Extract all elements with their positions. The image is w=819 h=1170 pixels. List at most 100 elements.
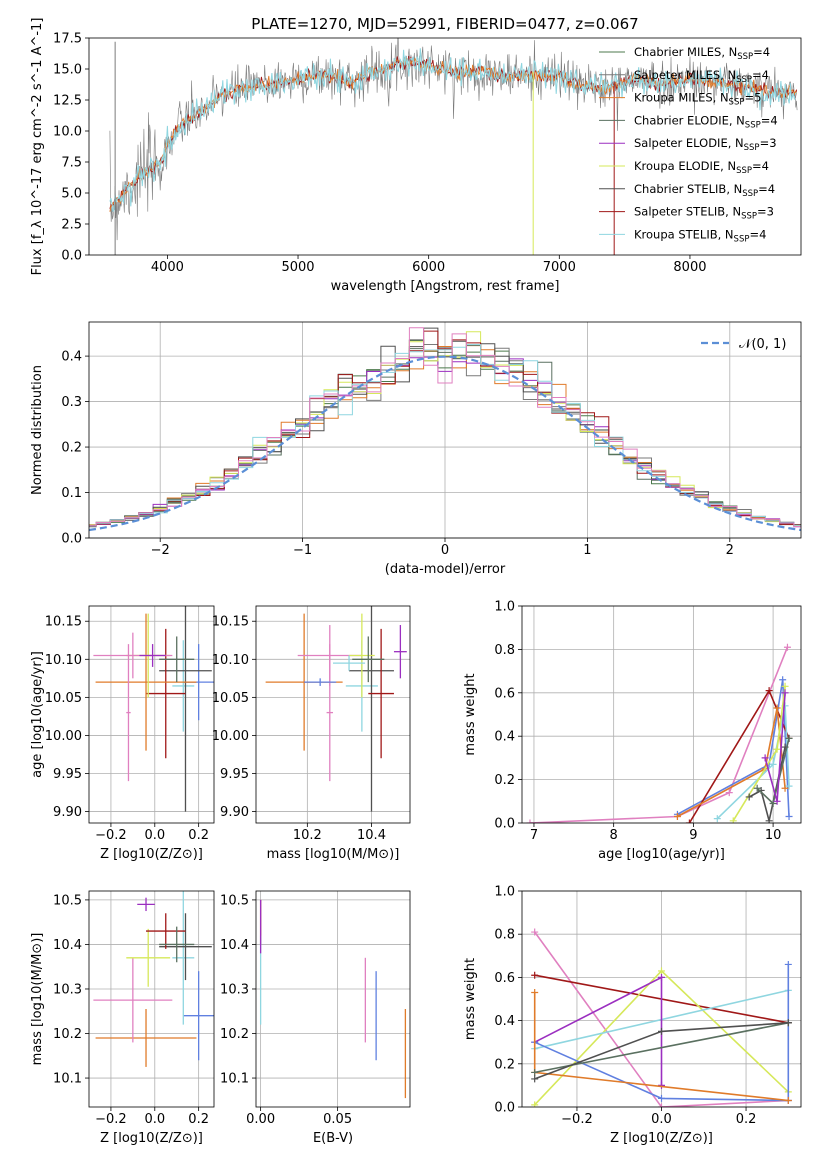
y-tick-label: 0.2 xyxy=(61,441,82,456)
y-axis-label: age [log10(age/yr)] xyxy=(30,651,45,778)
x-tick-label: 0.0 xyxy=(144,828,165,843)
y-tick-label: 5.0 xyxy=(61,187,82,202)
x-tick-label: 7000 xyxy=(543,260,576,275)
y-tick-label: 10.15 xyxy=(45,615,82,630)
y-tick-label: 10.1 xyxy=(220,1072,249,1087)
error-bar-point xyxy=(95,1009,197,1067)
error-bar-point xyxy=(139,644,166,667)
y-axis-label: Flux [f_λ 10^-17 erg cm^-2 s^-1 A^-1] xyxy=(30,18,45,276)
legend-label: 𝒩(0, 1) xyxy=(739,337,786,352)
ticks: −0.2 0.0 0.2 9.90 9.95 10.00 10.05 10.10 10.15 xyxy=(45,615,209,843)
x-tick-label: 10 xyxy=(765,828,782,843)
y-tick-label: 10.4 xyxy=(53,938,82,953)
mass-weight-marker xyxy=(658,1103,665,1107)
error-bar-point xyxy=(349,613,375,698)
mass-weight-marker xyxy=(783,643,791,651)
panel-massweight_vs_age: 7 8 9 10 0.0 0.2 0.4 0.6 0.8 1.0 age [log10(age/yr… xyxy=(463,600,802,862)
mass-weight-marker xyxy=(765,817,773,823)
legend-label: Chabrier STELIB, NSSP=4 xyxy=(634,182,775,199)
x-tick-label: 0.2 xyxy=(188,1112,209,1127)
y-tick-label: 10.10 xyxy=(45,653,82,668)
x-axis-label: Z [log10(Z/Z⊙)] xyxy=(100,847,203,862)
y-tick-label: 10.4 xyxy=(220,938,249,953)
y-axis-label: mass [log10(M/M⊙)] xyxy=(30,933,45,1066)
y-tick-label: 0.4 xyxy=(61,350,82,365)
y-tick-label: 1.0 xyxy=(494,600,515,615)
mass-weight-marker xyxy=(753,784,761,792)
legend-label: Salpeter ELODIE, NSSP=3 xyxy=(634,136,777,153)
x-tick-label: 2 xyxy=(726,543,734,558)
y-tick-label: 7.5 xyxy=(61,156,82,171)
error-bar-point xyxy=(159,913,212,981)
ticks: −2 −1 0 1 2 0.0 0.1 0.2 0.3 0.4 xyxy=(61,350,734,558)
normal-curve xyxy=(89,355,801,532)
y-tick-label: 0.0 xyxy=(61,532,82,547)
mass-weight-marker xyxy=(779,676,787,684)
x-tick-label: 4000 xyxy=(151,260,184,275)
error-bar-point xyxy=(172,891,195,1025)
error-bar-point xyxy=(126,644,131,782)
error-bar-point xyxy=(326,644,333,782)
y-tick-label: 0.6 xyxy=(494,971,515,986)
mass-weight-marker xyxy=(785,734,793,742)
error-bar-point xyxy=(159,606,212,812)
y-axis-label: mass weight xyxy=(463,958,478,1040)
axes-frame xyxy=(521,605,802,824)
model-spectrum xyxy=(109,57,798,212)
x-tick-label: 0.0 xyxy=(144,1112,165,1127)
error-bar-point xyxy=(95,613,197,751)
y-tick-label: 15.0 xyxy=(53,63,82,78)
mass-weight-marker xyxy=(531,971,539,979)
mass-weight-marker xyxy=(713,815,721,823)
grid xyxy=(256,606,410,823)
mass-weight-line xyxy=(534,931,789,1107)
error-bar-point xyxy=(146,628,186,759)
mass-weight-marker xyxy=(785,812,793,820)
y-tick-label: 10.2 xyxy=(220,1027,249,1042)
plot-area xyxy=(109,38,798,255)
axes-frame xyxy=(88,605,215,824)
axes-frame xyxy=(255,890,411,1108)
error-bar-point xyxy=(126,928,171,987)
x-tick-label: −0.2 xyxy=(95,828,127,843)
x-tick-label: 9 xyxy=(689,828,697,843)
x-tick-label: 0.00 xyxy=(246,1112,275,1127)
error-bar-point xyxy=(349,606,394,812)
x-tick-label: 0 xyxy=(441,543,449,558)
figure-title: PLATE=1270, MJD=52991, FIBERID=0477, z=0… xyxy=(251,15,638,33)
panel-massweight_vs_Z: −0.2 0.0 0.2 0.0 0.2 0.4 0.6 0.8 1.0 Z [log10(Z/Z… xyxy=(463,885,802,1146)
y-tick-label: 0.0 xyxy=(61,249,82,264)
plot-area xyxy=(259,899,407,1099)
plot-area xyxy=(89,327,801,532)
x-axis-label: wavelength [Angstrom, rest frame] xyxy=(331,279,560,294)
x-axis-label: Z [log10(Z/Z⊙)] xyxy=(100,1131,203,1146)
axes-frame xyxy=(88,890,215,1108)
x-tick-label: −0.2 xyxy=(95,1112,127,1127)
x-tick-label: 6000 xyxy=(412,260,445,275)
legend-label: Kroupa STELIB, NSSP=4 xyxy=(634,227,766,244)
y-tick-label: 10.3 xyxy=(220,982,249,997)
error-bar-point xyxy=(159,636,195,683)
y-tick-label: 10.0 xyxy=(53,125,82,140)
mass-weight-marker xyxy=(531,928,539,936)
mass-weight-marker xyxy=(531,989,539,997)
plot-area xyxy=(531,928,792,1107)
y-tick-label: 10.5 xyxy=(220,893,249,908)
x-tick-label: 7 xyxy=(530,828,538,843)
y-tick-label: 0.1 xyxy=(61,486,82,501)
ticks: 10.2 10.4 9.90 9.95 10.00 10.05 10.10 10.15 xyxy=(212,615,386,843)
y-tick-label: 0.2 xyxy=(494,773,515,788)
x-axis-label: age [log10(age/yr)] xyxy=(598,847,725,862)
y-tick-label: 0.8 xyxy=(494,643,515,658)
legend-label: Salpeter MILES, NSSP=4 xyxy=(634,68,769,85)
y-tick-label: 10.00 xyxy=(45,729,82,744)
axes-frame xyxy=(88,321,802,539)
mass-weight-marker xyxy=(658,973,665,981)
y-tick-label: 0.2 xyxy=(494,1057,515,1072)
x-tick-label: −2 xyxy=(151,543,170,558)
ticks: 0.00 0.05 10.1 10.2 10.3 10.4 10.5 xyxy=(220,893,352,1127)
error-bar-point xyxy=(146,913,186,949)
mass-weight-marker xyxy=(745,793,753,801)
mass-weight-line xyxy=(529,646,789,823)
mass-weight-marker xyxy=(526,819,534,823)
